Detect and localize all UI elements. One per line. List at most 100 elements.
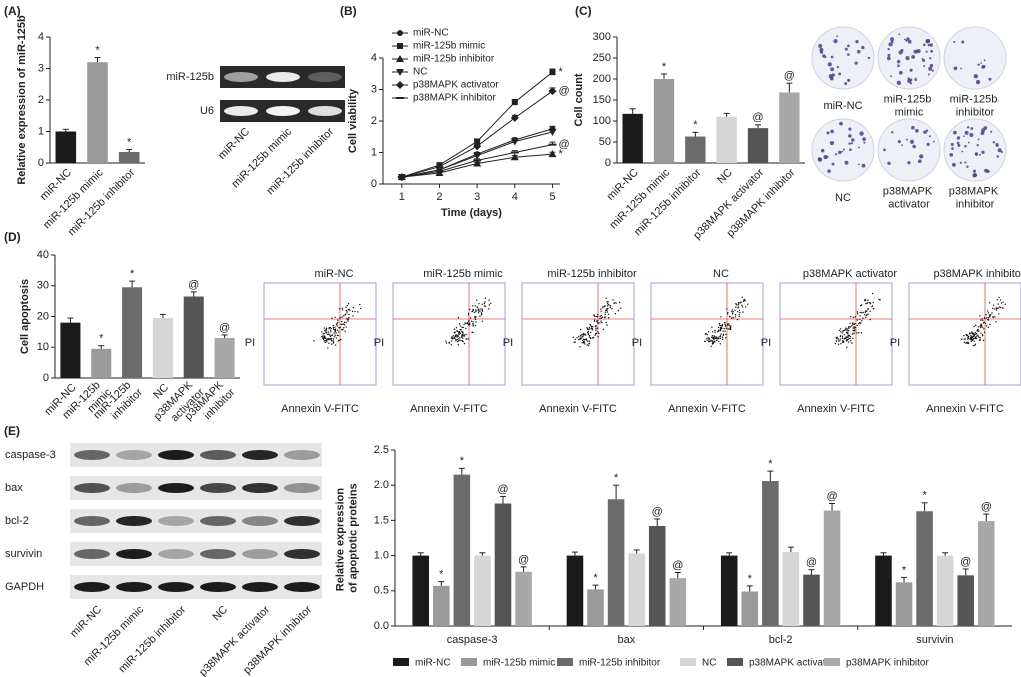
flow-event: [339, 316, 341, 319]
blot-band: [284, 549, 320, 559]
flow-event: [321, 336, 323, 338]
colony-label: p38MAPK inhibitor: [949, 185, 1002, 210]
colony: [898, 70, 903, 75]
colony: [909, 68, 913, 72]
colony-plate: [943, 118, 1007, 182]
flow-event: [475, 316, 477, 318]
flow-event: [599, 317, 601, 320]
blot-band: [200, 516, 236, 526]
flow-event: [460, 336, 463, 338]
flow-event: [727, 311, 729, 314]
flow-event: [345, 321, 347, 323]
flow-event: [869, 301, 871, 304]
x-tick-label: caspase-3: [447, 634, 498, 646]
flow-event: [839, 328, 842, 330]
blot-band: [284, 516, 320, 526]
flow-event: [974, 344, 976, 347]
error-bar: [221, 334, 228, 339]
flow-event: [582, 333, 584, 335]
bar: [91, 348, 112, 378]
flow-event: [848, 327, 850, 330]
colony: [844, 160, 849, 165]
error-bar: [767, 470, 774, 481]
bar: [432, 585, 450, 626]
flow-event: [325, 327, 328, 329]
flow-event: [725, 327, 728, 329]
flow-event: [724, 324, 727, 327]
flow-event: [967, 341, 969, 343]
flow-event: [981, 318, 983, 320]
flow-event: [856, 324, 858, 327]
flow-event: [480, 314, 483, 316]
flow-event: [468, 308, 471, 311]
flow-event: [462, 335, 464, 337]
flow-event: [716, 331, 719, 333]
flow-event: [593, 336, 595, 339]
flow-event: [339, 308, 341, 310]
colony: [830, 67, 835, 72]
flow-event: [997, 313, 1000, 315]
flow-event: [590, 331, 592, 334]
blot-band: [224, 72, 258, 82]
colony: [888, 42, 893, 47]
flow-event: [587, 340, 589, 342]
flow-event: [337, 319, 339, 321]
flow-event: [1004, 303, 1006, 305]
flow-event: [982, 319, 984, 322]
colony: [850, 142, 854, 145]
flow-event: [451, 336, 454, 338]
flow-event: [466, 338, 468, 340]
flow-event: [321, 331, 323, 333]
colony: [831, 162, 835, 166]
flow-event: [479, 308, 481, 310]
flow-event: [973, 325, 975, 328]
flow-event: [726, 313, 729, 315]
legend-label: NC: [413, 67, 427, 78]
error-bar: [880, 552, 887, 556]
flow-event: [593, 320, 596, 322]
flow-event: [867, 313, 869, 315]
y-tick-label: 0: [605, 157, 611, 169]
x-tick-label: 4: [512, 191, 518, 203]
colony: [861, 163, 866, 168]
flow-event: [979, 339, 981, 341]
colony: [992, 141, 996, 144]
blot-row-label: caspase-3: [5, 449, 56, 461]
flow-event: [457, 330, 459, 333]
bar: [936, 555, 954, 626]
flow-event: [336, 329, 339, 331]
x-tick-label: 5: [549, 191, 555, 203]
flow-frame: [263, 282, 377, 386]
flow-event: [342, 328, 344, 331]
flow-event: [844, 328, 847, 330]
flow-event: [474, 318, 477, 321]
significance-mark: *: [902, 564, 907, 576]
flow-event: [734, 314, 737, 316]
flow-event: [328, 342, 330, 344]
flow-event: [343, 324, 346, 326]
colony: [930, 49, 934, 53]
flow-event: [588, 328, 590, 331]
flow-event: [583, 341, 586, 343]
flow-event: [470, 320, 473, 322]
flow-event: [972, 344, 974, 347]
significance-mark: *: [127, 136, 132, 148]
flow-event: [995, 321, 997, 323]
flow-event: [484, 297, 487, 300]
flow-y-label: PI: [761, 337, 771, 349]
x-tick-label: survivin: [916, 634, 953, 646]
significance-mark: *: [460, 455, 465, 467]
error-bar: [499, 495, 506, 504]
flow-event: [333, 335, 336, 338]
flow-event: [845, 331, 848, 334]
flow-event: [602, 306, 604, 308]
flow-event: [840, 343, 842, 345]
flow-event: [737, 303, 740, 305]
flow-event: [608, 317, 610, 319]
colony: [914, 78, 917, 82]
error-bar: [746, 585, 753, 592]
colony: [926, 142, 930, 147]
flow-event: [450, 343, 452, 346]
error-bar: [692, 131, 699, 137]
flow-event: [594, 333, 597, 335]
